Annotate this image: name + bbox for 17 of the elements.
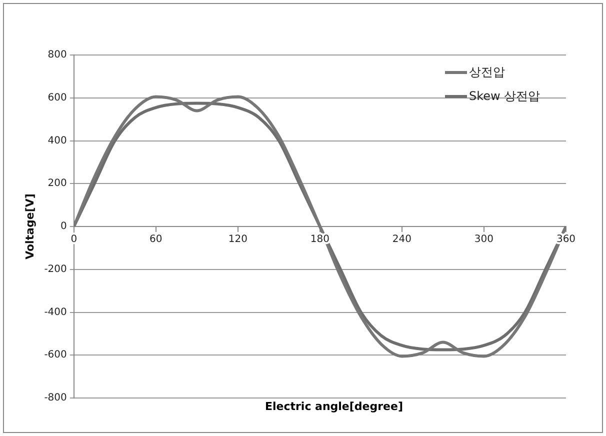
y-tick-label: -600 [44,350,67,361]
y-axis-title: Voltage[V] [23,194,36,260]
legend-label: 상전압 [469,64,505,80]
y-tick-label: 200 [48,178,67,190]
y-tick-label: -800 [44,392,67,404]
y-tick-label: 600 [48,92,67,104]
x-axis-title: Electric angle[degree] [264,400,404,413]
y-tick-label: 400 [48,135,67,146]
y-tick-label: 0 [60,221,67,232]
legend-label: Skew 상전압 [469,88,540,104]
x-tick-label: 60 [150,234,162,246]
y-tick-label: -200 [44,264,67,275]
x-tick-label: 300 [474,234,494,246]
x-tick-label: 240 [392,234,412,246]
y-tick-label: -400 [44,306,67,318]
x-tick-label: 120 [228,234,248,246]
y-tick-label: 800 [48,50,67,61]
